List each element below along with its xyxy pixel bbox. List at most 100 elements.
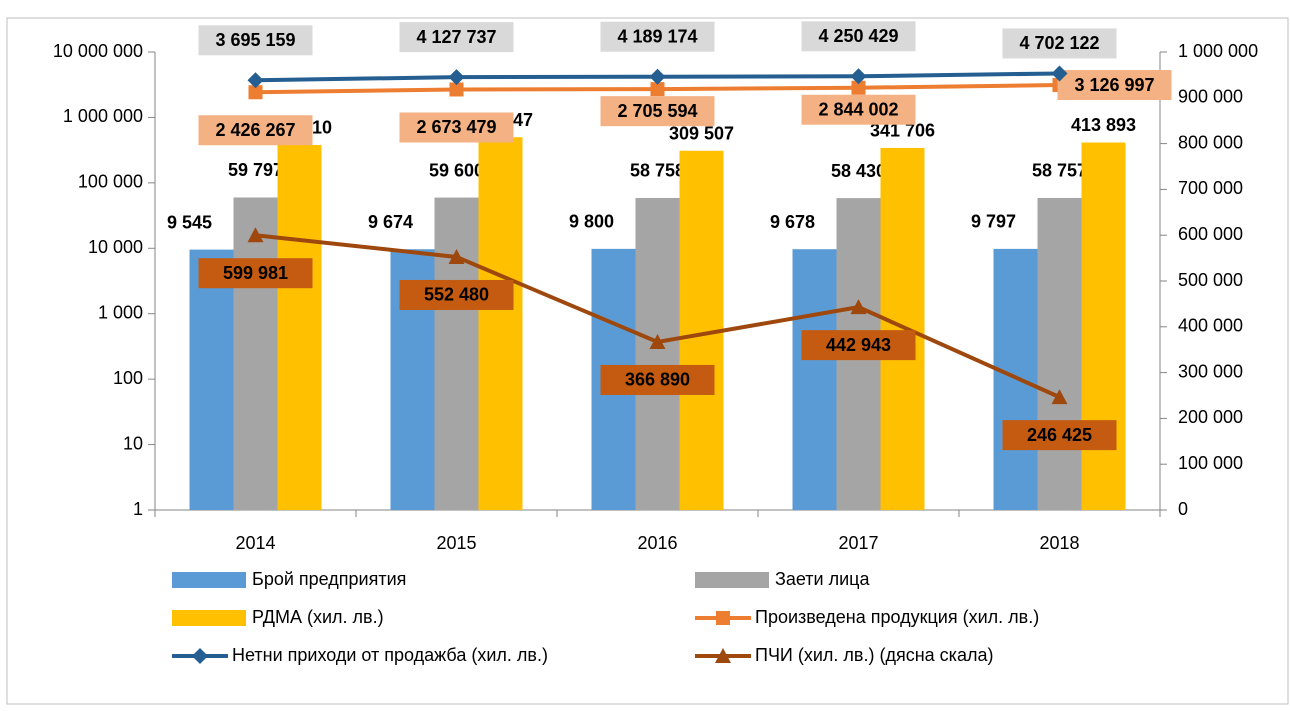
y2-tick-label: 600 000 — [1178, 224, 1243, 244]
data-label-box — [600, 96, 715, 127]
data-label-box — [801, 330, 916, 361]
data-label: 58 758 — [630, 161, 685, 181]
data-label: 9 545 — [167, 212, 212, 232]
data-label: 2 426 267 — [215, 120, 295, 140]
y2-tick-label: 900 000 — [1178, 87, 1243, 107]
y2-tick-label: 500 000 — [1178, 270, 1243, 290]
x-tick-label: 2014 — [235, 533, 275, 553]
data-label: 3 695 159 — [215, 30, 295, 50]
data-label-box — [198, 258, 313, 289]
legend-marker — [716, 611, 730, 625]
data-label: 2 844 002 — [818, 99, 898, 119]
x-tick-label: 2016 — [637, 533, 677, 553]
x-tick-label: 2017 — [838, 533, 878, 553]
bar — [1081, 142, 1126, 510]
y-tick-label: 100 — [113, 368, 143, 388]
line-marker — [448, 248, 465, 264]
bar — [635, 197, 680, 510]
x-tick-label: 2015 — [436, 533, 476, 553]
legend-swatch — [172, 610, 246, 626]
data-label-box — [600, 21, 715, 52]
y-tick-label: 10 — [123, 433, 143, 453]
legend-label: ПЧИ (хил. лв.) (дясна скала) — [755, 645, 993, 665]
data-label: 3 126 997 — [1074, 75, 1154, 95]
legend-label: Произведена продукция (хил. лв.) — [755, 607, 1039, 627]
line-marker — [1051, 65, 1068, 82]
data-label: 366 890 — [625, 370, 690, 390]
data-label-box — [399, 112, 514, 143]
line-marker — [649, 333, 666, 349]
data-label: 599 981 — [223, 263, 288, 283]
bar — [478, 137, 523, 510]
data-label-box — [600, 364, 715, 395]
y-tick-label: 10 000 — [88, 237, 143, 257]
data-label: 4 250 429 — [818, 26, 898, 46]
data-label-box — [1002, 28, 1117, 59]
bar — [434, 197, 479, 511]
bar — [277, 144, 322, 510]
data-label: 552 480 — [424, 285, 489, 305]
legend-marker — [715, 648, 731, 663]
line-marker — [247, 227, 264, 243]
data-label: 59 600 — [429, 160, 484, 180]
legend-label: РДМА (хил. лв.) — [252, 607, 384, 627]
data-label-box — [801, 21, 916, 52]
legend-label: Заети лица — [775, 569, 870, 589]
x-tick-label: 2018 — [1039, 533, 1079, 553]
data-label-box — [1002, 420, 1117, 451]
bar — [189, 249, 234, 510]
bar — [792, 249, 837, 510]
data-label: 442 943 — [826, 335, 891, 355]
y-tick-label: 1 000 — [98, 302, 143, 322]
line-marker — [850, 299, 867, 315]
data-label: 2 673 479 — [416, 117, 496, 137]
chart-frame — [6, 17, 1289, 705]
data-label-box — [198, 25, 313, 56]
bar — [233, 197, 278, 510]
data-label: 9 674 — [368, 212, 413, 232]
y2-tick-label: 800 000 — [1178, 132, 1243, 152]
data-label: 4 189 174 — [617, 26, 697, 46]
line-marker — [650, 82, 665, 97]
y2-tick-label: 700 000 — [1178, 178, 1243, 198]
data-label: 4 127 737 — [416, 27, 496, 47]
data-label: 2 705 594 — [617, 101, 697, 121]
y-tick-label: 1 000 000 — [63, 106, 143, 126]
data-label: 58 430 — [831, 161, 886, 181]
data-label: 309 507 — [669, 124, 734, 144]
line-marker — [649, 68, 666, 85]
data-label: 9 678 — [770, 212, 815, 232]
line-marker — [248, 85, 263, 100]
data-label: 246 425 — [1027, 425, 1092, 445]
data-label: 4 702 122 — [1019, 33, 1099, 53]
data-label: 9 797 — [971, 212, 1016, 232]
legend-label: Брой предприятия — [252, 569, 406, 589]
line-marker — [1051, 389, 1068, 405]
data-label: 9 800 — [569, 212, 614, 232]
y2-tick-label: 1 000 000 — [1178, 41, 1258, 61]
data-label-box — [198, 115, 313, 146]
line-marker — [850, 68, 867, 85]
legend-swatch — [172, 572, 246, 588]
y2-tick-label: 200 000 — [1178, 407, 1243, 427]
data-label: 59 797 — [228, 160, 283, 180]
line-marker — [449, 82, 464, 97]
data-label: 58 757 — [1032, 161, 1087, 181]
data-label: 413 893 — [1071, 115, 1136, 135]
bar — [1037, 197, 1082, 511]
y2-tick-label: 300 000 — [1178, 361, 1243, 381]
y-tick-label: 10 000 000 — [53, 41, 143, 61]
data-label: 341 706 — [870, 121, 935, 141]
legend-label: Нетни приходи от продажба (хил. лв.) — [232, 645, 548, 665]
data-label-box — [1057, 70, 1172, 101]
y-tick-label: 100 000 — [78, 172, 143, 192]
y-tick-label: 1 — [133, 499, 143, 519]
y2-tick-label: 100 000 — [1178, 453, 1243, 473]
data-label-box — [399, 279, 514, 310]
data-label-box — [399, 22, 514, 53]
y2-tick-label: 400 000 — [1178, 316, 1243, 336]
line-marker — [448, 69, 465, 86]
y2-tick-label: 0 — [1178, 499, 1188, 519]
